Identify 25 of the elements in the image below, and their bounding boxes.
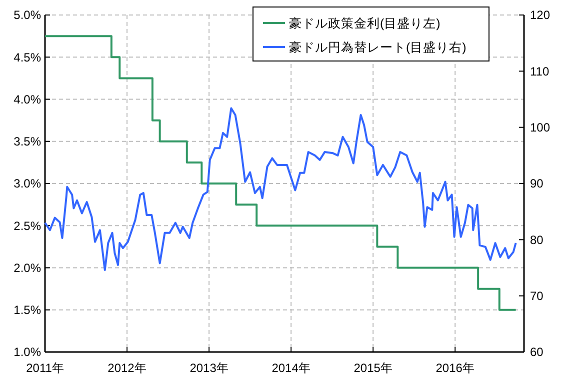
x-tick-label: 2011年 <box>26 361 64 375</box>
y2-tick-label: 90 <box>530 176 544 191</box>
y2-tick-label: 100 <box>530 120 550 135</box>
y2-tick-label: 80 <box>530 232 544 247</box>
y2-tick-label: 110 <box>530 64 550 78</box>
legend-label: 豪ドル円為替レート(目盛り右) <box>289 40 466 54</box>
y-tick-label: 1.0% <box>14 345 42 360</box>
y-tick-label: 3.5% <box>14 134 42 149</box>
x-tick-label: 2015年 <box>354 361 392 375</box>
x-tick-label: 2014年 <box>272 361 310 375</box>
y2-tick-label: 120 <box>530 8 550 22</box>
y2-tick-label: 60 <box>530 345 544 360</box>
y2-tick-label: 70 <box>530 289 544 304</box>
y-tick-label: 4.5% <box>14 50 42 64</box>
y-tick-label: 4.0% <box>14 92 42 106</box>
y-tick-label: 2.0% <box>14 260 42 275</box>
y-tick-label: 2.5% <box>14 218 42 233</box>
y-tick-label: 5.0% <box>14 8 42 22</box>
x-tick-label: 2012年 <box>108 361 146 375</box>
line-series <box>44 107 517 271</box>
x-tick-label: 2013年 <box>190 361 228 375</box>
y-tick-label: 3.0% <box>14 176 42 191</box>
x-tick-label: 2016年 <box>436 361 474 375</box>
y-tick-label: 1.5% <box>14 303 42 318</box>
legend-label: 豪ドル政策金利(目盛り左) <box>289 16 440 30</box>
